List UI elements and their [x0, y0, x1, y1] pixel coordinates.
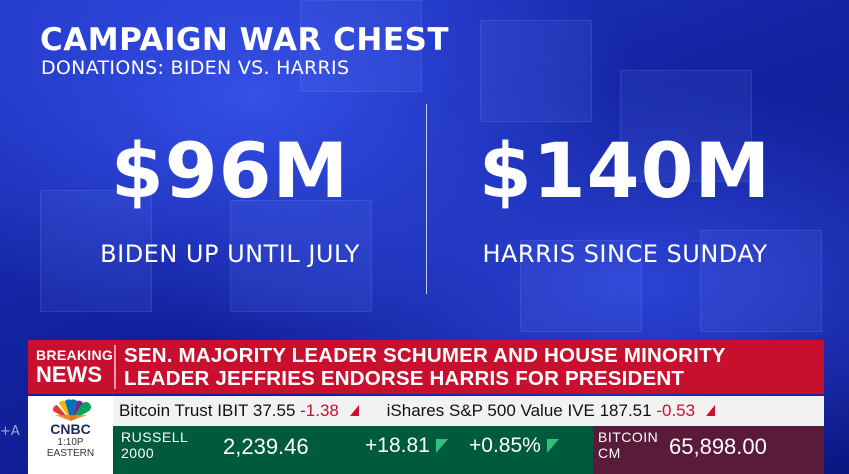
bg-cube	[40, 190, 152, 312]
russell-label: RUSSELL 2000	[121, 429, 188, 461]
side-mark: +A	[0, 424, 20, 439]
ticker-item: Bitcoin Trust IBIT 37.55 -1.38	[119, 401, 359, 421]
headline-line-2: LEADER JEFFRIES ENDORSE HARRIS FOR PRESI…	[124, 367, 685, 390]
breaking-news-banner: BREAKING NEWS SEN. MAJORITY LEADER SCHUM…	[28, 340, 824, 394]
bg-cube	[480, 20, 592, 122]
cnbc-bug: CNBC 1:10P EASTERN	[28, 396, 113, 474]
russell-ticker: RUSSELL 2000 2,239.46 +18.81 +0.85%	[113, 426, 593, 474]
breaking-label: BREAKING	[36, 347, 114, 363]
ticker-name: Bitcoin Trust IBIT	[119, 401, 249, 420]
ticker-value: 187.51	[599, 401, 652, 420]
bitcoin-label-line-1: BITCOIN	[598, 429, 659, 445]
bg-cube	[300, 0, 422, 92]
breaking-news-tag: BREAKING NEWS	[28, 340, 114, 394]
biden-caption: BIDEN UP UNTIL JULY	[100, 240, 360, 268]
russell-change-value: +18.81	[365, 434, 430, 457]
ticker-value: 37.55	[252, 401, 296, 420]
stock-ticker-top: Bitcoin Trust IBIT 37.55 -1.38 iShares S…	[113, 396, 824, 426]
harris-caption: HARRIS SINCE SUNDAY	[482, 240, 768, 268]
headline-line-1: SEN. MAJORITY LEADER SCHUMER AND HOUSE M…	[124, 344, 726, 367]
bg-cube	[520, 240, 642, 332]
time-display: 1:10P EASTERN	[47, 437, 94, 459]
bg-cube	[620, 70, 752, 182]
divider	[426, 104, 427, 294]
up-arrow-icon	[546, 439, 559, 454]
time-zone: EASTERN	[46, 448, 95, 459]
russell-percent: +0.85%	[469, 434, 559, 458]
russell-label-line-1: RUSSELL	[121, 429, 189, 445]
bg-cube	[700, 230, 822, 332]
biden-amount: $96M	[110, 126, 350, 215]
russell-value: 2,239.46	[223, 434, 309, 459]
bitcoin-value: 65,898.00	[669, 434, 767, 459]
ticker-change: -1.38	[300, 401, 339, 420]
bitcoin-ticker: BITCOIN CM 65,898.00	[593, 426, 824, 474]
graphic-subtitle: DONATIONS: BIDEN VS. HARRIS	[41, 57, 350, 79]
russell-percent-value: +0.85%	[469, 434, 541, 457]
bitcoin-label-line-2: CM	[598, 445, 621, 461]
up-arrow-icon	[435, 439, 448, 454]
news-label: NEWS	[36, 362, 102, 387]
down-arrow-icon	[349, 405, 359, 416]
peacock-logo-icon	[52, 399, 91, 421]
bg-cube	[230, 200, 372, 312]
ticker-change: -0.53	[656, 401, 696, 420]
russell-label-line-2: 2000	[121, 445, 155, 461]
russell-change: +18.81	[365, 434, 448, 458]
network-name: CNBC	[50, 421, 91, 437]
down-arrow-icon	[705, 405, 715, 416]
breaking-headline: SEN. MAJORITY LEADER SCHUMER AND HOUSE M…	[124, 344, 726, 390]
clock-time: 1:10P	[57, 437, 84, 448]
bitcoin-label: BITCOIN CM	[598, 429, 658, 461]
harris-amount: $140M	[478, 126, 772, 215]
banner-separator	[114, 345, 116, 389]
ticker-item: iShares S&P 500 Value IVE 187.51 -0.53	[387, 401, 715, 421]
graphic-title: CAMPAIGN WAR CHEST	[40, 22, 449, 58]
ticker-name: iShares S&P 500 Value IVE	[386, 401, 595, 420]
